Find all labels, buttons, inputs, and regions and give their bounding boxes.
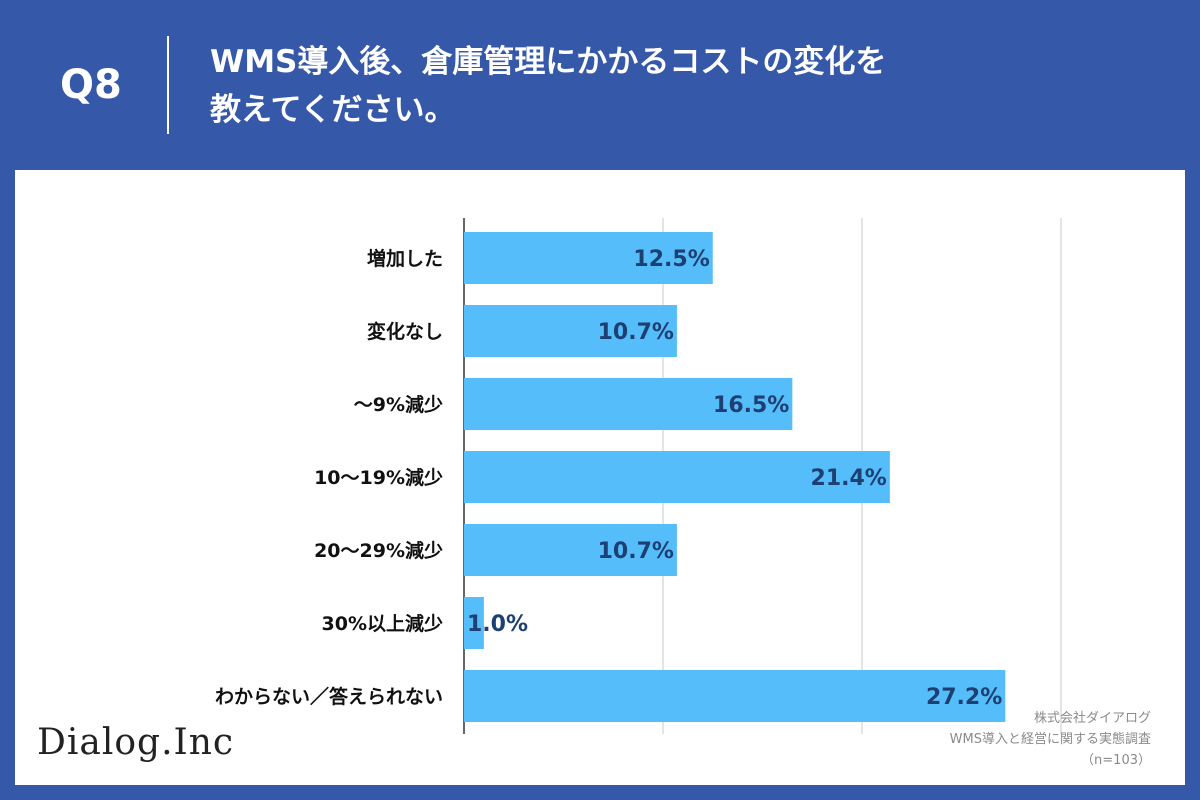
bar: [464, 597, 484, 649]
value-label: 27.2%: [926, 685, 1002, 710]
bar: [464, 232, 713, 284]
source-survey: WMS導入と経営に関する実態調査: [949, 732, 1151, 747]
category-label: 10～19%減少: [314, 466, 443, 489]
value-label: 16.5%: [713, 393, 789, 418]
chart-panel: 増加した 12.5% 変化なし 10.7% ～9%減少 16.5% 10～19%減少 21.4…: [15, 170, 1185, 785]
bar: [464, 305, 677, 357]
bar: [464, 524, 677, 576]
value-label: 10.7%: [598, 539, 674, 564]
bar: [464, 670, 1006, 722]
question-number: Q8: [60, 62, 122, 108]
source-company: 株式会社ダイアログ: [1033, 711, 1151, 726]
bar: [464, 378, 793, 430]
category-label: ～9%減少: [354, 393, 443, 416]
company-logo: Dialog.Inc: [37, 722, 235, 763]
value-label: 12.5%: [633, 247, 709, 272]
value-label: 1.0%: [467, 612, 528, 637]
question-text: WMS導入後、倉庫管理にかかるコストの変化を 教えてください。: [210, 38, 1110, 134]
category-label: 20～29%減少: [314, 539, 443, 562]
category-label: 増加した: [367, 247, 443, 270]
question-line-2: 教えてください。: [210, 92, 456, 128]
header-divider: [167, 36, 169, 134]
bar-chart: 増加した 12.5% 変化なし 10.7% ～9%減少 16.5% 10～19%減少 21.4…: [215, 218, 1062, 734]
question-line-1: WMS導入後、倉庫管理にかかるコストの変化を: [210, 44, 887, 80]
header: Q8 WMS導入後、倉庫管理にかかるコストの変化を 教えてください。: [0, 0, 1200, 170]
value-label: 10.7%: [598, 320, 674, 345]
value-label: 21.4%: [811, 466, 887, 491]
bar: [464, 451, 890, 503]
category-label: 30%以上減少: [322, 612, 443, 635]
sample-size: （n=103）: [1081, 753, 1151, 768]
category-label: 変化なし: [367, 320, 443, 343]
category-label: わからない／答えられない: [215, 685, 443, 708]
source-note: 株式会社ダイアログ WMS導入と経営に関する実態調査 （n=103）: [950, 708, 1151, 771]
